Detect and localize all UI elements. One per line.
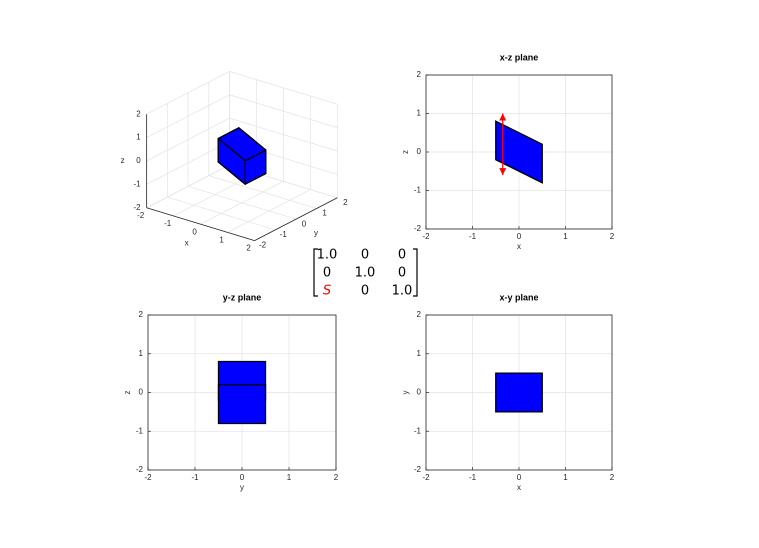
grid-line <box>229 94 338 128</box>
y-tick-label: -1 <box>414 186 422 195</box>
grid-line <box>229 71 338 105</box>
x-tick-label: 0 <box>517 473 522 482</box>
matrix-cell: 1.0 <box>317 248 338 263</box>
x-tick-label: 1 <box>219 236 224 245</box>
y-tick-label: 0 <box>417 147 422 156</box>
z-tick-label: -2 <box>134 203 142 212</box>
x-tick-label: 0 <box>192 227 197 236</box>
x-tick-label: 2 <box>610 473 615 482</box>
grid-line <box>167 196 276 231</box>
y-tick-label: 0 <box>139 388 144 397</box>
x-tick-label: -1 <box>469 232 477 241</box>
y-axis-label: y <box>401 391 410 395</box>
x-tick-label: -2 <box>144 473 152 482</box>
shape-face <box>495 372 543 413</box>
y-axis-label: y <box>314 228 318 237</box>
y-tick-label: 1 <box>417 349 422 358</box>
y-tick-label: -2 <box>414 224 422 233</box>
right-bracket <box>413 248 418 297</box>
x-tick-label: -1 <box>469 473 477 482</box>
y-tick-label: 0 <box>302 219 307 228</box>
grid-line <box>146 71 230 115</box>
y-tick-label: 2 <box>417 310 422 319</box>
x-tick-label: 0 <box>240 473 245 482</box>
matrix-cell: 0 <box>398 248 406 263</box>
y-axis-label: z <box>123 391 132 395</box>
y-tick-label: -2 <box>414 465 422 474</box>
y-tick-label: 1 <box>139 349 144 358</box>
grid-line <box>146 164 230 209</box>
left-bracket <box>313 248 318 297</box>
x-tick-label: 1 <box>287 473 292 482</box>
matrix-brackets <box>313 248 418 297</box>
matrix-cell: 0 <box>361 248 369 263</box>
arrow-head <box>499 113 507 121</box>
z-axis-label: z <box>121 156 125 165</box>
grid-line <box>229 117 338 152</box>
matrix-cell: 0 <box>361 284 369 299</box>
chart-title: x-y plane <box>499 292 538 302</box>
x-axis-label: y <box>240 483 244 492</box>
y-axis-line <box>254 197 338 241</box>
box-face <box>217 137 246 185</box>
x-tick-label: 1 <box>563 473 568 482</box>
matrix-cell: S <box>323 284 331 299</box>
x-tick-label: 2 <box>334 473 339 482</box>
chart-title: y-z plane <box>223 292 262 302</box>
y-tick-label: 0 <box>417 388 422 397</box>
y-axis-label: z <box>401 150 410 154</box>
x-tick-label: 1 <box>563 232 568 241</box>
y-tick-label: 1 <box>417 109 422 118</box>
grid-line <box>208 175 317 209</box>
x-tick-label: -2 <box>422 232 430 241</box>
x-tick-label: 2 <box>246 244 251 253</box>
y-tick-label: 2 <box>343 198 348 207</box>
x-axis-label: x <box>517 483 521 492</box>
y-tick-label: 1 <box>322 209 327 218</box>
x-tick-label: -2 <box>137 211 145 220</box>
y-tick-label: 2 <box>139 310 144 319</box>
y-tick-label: -1 <box>414 426 422 435</box>
y-tick-label: -1 <box>280 230 288 239</box>
shape-face <box>217 384 267 425</box>
z-tick-label: 0 <box>136 156 141 165</box>
x-tick-label: -1 <box>164 219 172 228</box>
matrix-cell: 0 <box>323 266 331 281</box>
x-axis-line <box>146 207 255 242</box>
z-tick-label: 1 <box>136 133 141 142</box>
grid-line <box>146 141 230 185</box>
x-tick-label: -2 <box>422 473 430 482</box>
z-tick-label: 2 <box>136 109 141 118</box>
x-tick-label: -1 <box>191 473 199 482</box>
y-tick-label: 2 <box>417 70 422 79</box>
axes-box <box>425 74 613 230</box>
axes-box <box>425 314 613 471</box>
matrix-cell: 0 <box>398 266 406 281</box>
grid-line <box>187 185 297 220</box>
y-tick-label: -2 <box>259 241 267 250</box>
grid-line <box>146 117 230 162</box>
matrix-cell: 1.0 <box>355 266 376 281</box>
x-axis-label: x <box>517 242 521 251</box>
arrow-head <box>499 168 507 176</box>
grid-line <box>146 94 230 138</box>
double-arrow <box>499 113 507 176</box>
x-axis-label: x <box>185 238 189 247</box>
matrix-cell: 1.0 <box>392 284 413 299</box>
x-tick-label: 2 <box>610 232 615 241</box>
shape-face <box>495 120 543 184</box>
y-tick-label: -1 <box>136 426 144 435</box>
chart-title: x-z plane <box>500 52 539 62</box>
axes-box <box>147 314 337 471</box>
x-tick-label: 0 <box>517 232 522 241</box>
z-tick-label: -1 <box>134 179 142 188</box>
y-tick-label: -2 <box>136 465 144 474</box>
